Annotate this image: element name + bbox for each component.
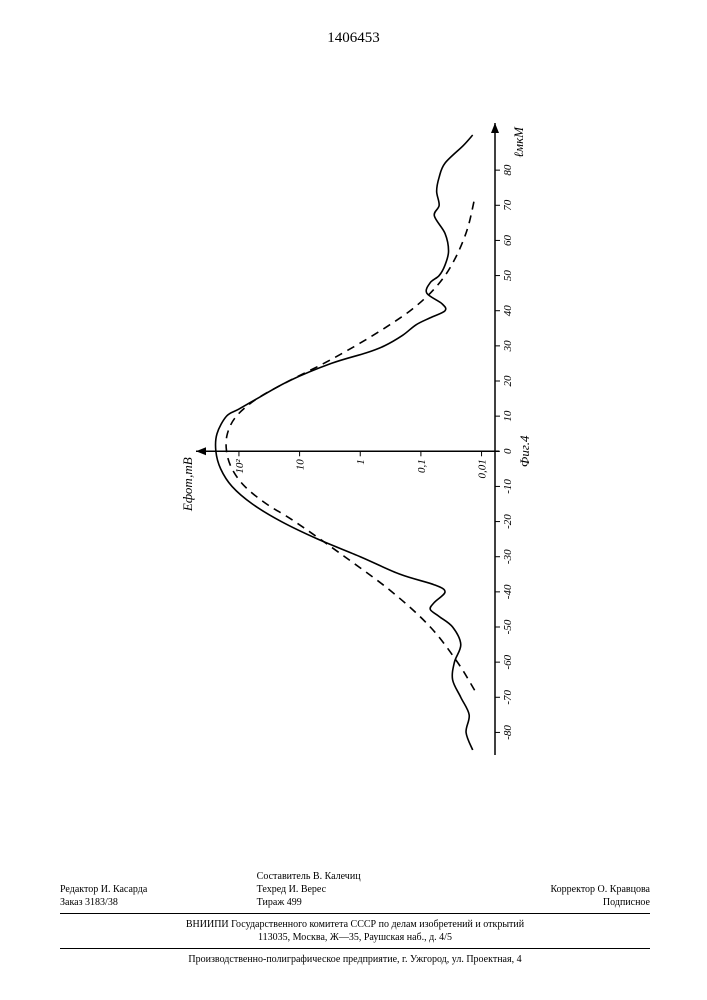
svg-text:-50: -50 [502,619,514,634]
footer-line2: 113035, Москва, Ж—35, Раушская наб., д. … [60,931,650,944]
svg-text:0,01: 0,01 [477,459,489,478]
svg-text:0,1: 0,1 [416,459,428,473]
svg-text:-80: -80 [502,725,514,740]
svg-text:-60: -60 [502,654,514,669]
svg-text:60: 60 [502,234,514,246]
svg-text:Eфот,mВ: Eфот,mВ [180,457,195,512]
svg-text:ℓмкМ: ℓмкМ [511,126,526,158]
svg-text:10²: 10² [234,459,246,474]
svg-text:1: 1 [355,459,367,465]
svg-text:10: 10 [295,459,307,471]
footer-editor: Редактор И. Касарда [60,883,257,896]
svg-text:80: 80 [502,164,514,176]
footer-order: Заказ 3183/38 [60,896,257,909]
chart-container: -80 -70 -60 -50 -40 -30 -20 -10 0 10 20 30 40 50 60 70 8… [90,70,590,840]
svg-text:-20: -20 [502,514,514,529]
footer-line3: Производственно-полиграфическое предприя… [60,953,650,966]
svg-text:-70: -70 [502,689,514,704]
footer-corrector: Корректор О. Кравцова [471,883,650,896]
footer-sub: Подписное [471,896,650,909]
svg-text:-30: -30 [502,549,514,564]
footer-line1: ВНИИПИ Государственного комитета СССР по… [60,918,650,931]
svg-text:50: 50 [502,270,514,282]
footer: Составитель В. Калечиц Редактор И. Касар… [60,870,650,966]
svg-text:20: 20 [502,375,514,387]
svg-text:-40: -40 [502,584,514,599]
footer-compiler: Составитель В. Калечиц [257,870,472,883]
svg-text:40: 40 [502,305,514,317]
svg-text:30: 30 [502,340,514,353]
svg-text:-10: -10 [502,479,514,494]
chart-svg: -80 -70 -60 -50 -40 -30 -20 -10 0 10 20 30 40 50 60 70 8… [90,70,590,840]
footer-tirage: Тираж 499 [257,896,472,909]
svg-text:70: 70 [502,199,514,211]
footer-tech: Техред И. Верес [257,883,472,896]
svg-text:0: 0 [502,448,514,454]
page-number: 1406453 [0,30,707,47]
svg-text:Фиг.4: Фиг.4 [517,435,532,467]
svg-text:10: 10 [502,410,514,422]
